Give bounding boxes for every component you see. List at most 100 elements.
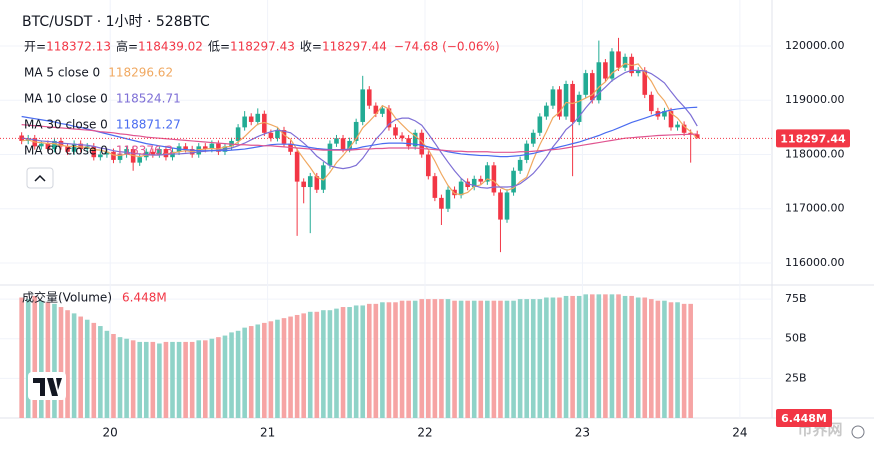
volume-bar <box>210 339 215 418</box>
volume-bar <box>564 296 569 418</box>
volume-bar <box>315 312 320 418</box>
tv-logo <box>28 372 66 400</box>
candle-body <box>393 127 398 135</box>
candle-body <box>603 62 608 78</box>
volume-bar <box>26 299 31 418</box>
volume-bar <box>616 294 621 418</box>
volume-bar <box>524 299 529 418</box>
candle-body <box>406 138 411 146</box>
ohlc-value: 118297.44 <box>322 40 387 54</box>
volume-bar <box>478 301 483 418</box>
collapse-button[interactable] <box>27 168 53 188</box>
candle-body <box>426 154 431 176</box>
volume-bar <box>439 299 444 418</box>
candle-body <box>367 89 372 105</box>
volume-bar <box>118 337 123 418</box>
volume-badge-label: 6.448M <box>781 412 827 425</box>
volume-bar <box>321 310 326 418</box>
candle-body <box>308 176 313 187</box>
volume-bar <box>446 299 451 418</box>
volume-bar <box>603 294 608 418</box>
volume-bar <box>347 307 352 418</box>
candle-body <box>439 198 444 209</box>
volume-title: 成交量(Volume) <box>22 290 112 305</box>
volume-bar <box>328 310 333 418</box>
ohlc-label: 开= <box>24 40 46 54</box>
volume-bar <box>597 294 602 418</box>
candle-body <box>433 176 438 198</box>
volume-bar <box>91 323 96 418</box>
volume-bar <box>157 343 162 418</box>
volume-bar <box>98 326 103 418</box>
volume-bar <box>65 310 70 418</box>
volume-bar <box>629 296 634 418</box>
volume-legend-value: 6.448M <box>122 291 167 305</box>
volume-bar <box>39 301 44 418</box>
volume-bar <box>419 299 424 418</box>
volume-bar <box>131 340 136 418</box>
candle-body <box>623 57 628 68</box>
volume-bar <box>203 340 208 418</box>
candle-body <box>183 146 188 149</box>
ohlc-value: 118372.13 <box>46 40 111 54</box>
candle-body <box>360 89 365 122</box>
volume-bar <box>413 301 418 418</box>
volume-bar <box>577 296 582 418</box>
volume-bar <box>511 301 516 418</box>
volume-bar <box>472 301 477 418</box>
volume-bar <box>610 294 615 418</box>
volume-bar <box>669 302 674 418</box>
ohlc-label: 低= <box>208 40 230 54</box>
volume-bar <box>46 302 51 418</box>
candle-body <box>249 117 254 122</box>
candle-body <box>538 117 543 133</box>
candle-body <box>583 73 588 95</box>
volume-bar <box>433 299 438 418</box>
volume-bar <box>374 304 379 418</box>
volume-bar <box>72 313 77 418</box>
volume-bar <box>387 302 392 418</box>
candle-body <box>334 138 339 143</box>
volume-bar <box>255 324 260 418</box>
volume-bar <box>236 331 241 418</box>
candle-body <box>269 133 274 138</box>
volume-bar <box>623 296 628 418</box>
volume-bar <box>275 320 280 418</box>
volume-bar <box>675 302 680 418</box>
volume-bar <box>137 342 142 418</box>
volume-bar <box>465 301 470 418</box>
y-tick-label: 119000.00 <box>785 93 845 106</box>
volume-bar <box>177 342 182 418</box>
candle-body <box>295 152 300 182</box>
volume-bar <box>380 302 385 418</box>
candle-body <box>255 114 260 122</box>
legend-name: MA 5 close 0 <box>24 66 100 80</box>
volume-bar <box>656 301 661 418</box>
logo-bg <box>28 372 66 400</box>
legend-value: 118376.3 <box>116 144 173 158</box>
volume-tick-label: 25B <box>785 371 807 384</box>
volume-bar <box>485 301 490 418</box>
volume-bar <box>557 298 562 418</box>
legend-name: MA 30 close 0 <box>24 118 108 132</box>
volume-tick-label: 75B <box>785 292 807 305</box>
legend-value: 118871.27 <box>116 118 181 132</box>
volume-bar <box>144 342 149 418</box>
y-tick-label: 116000.00 <box>785 256 845 269</box>
volume-bar <box>354 305 359 418</box>
y-tick-label: 120000.00 <box>785 39 845 52</box>
volume-bar <box>78 317 83 418</box>
volume-bar <box>269 321 274 418</box>
legend-name: MA 60 close 0 <box>24 144 108 158</box>
volume-tick-label: 50B <box>785 332 807 345</box>
volume-bar <box>636 298 641 418</box>
volume-bar <box>282 318 287 418</box>
price-change: −74.68 (−0.06%) <box>394 40 500 54</box>
volume-bar <box>505 301 510 418</box>
volume-bar <box>308 312 313 418</box>
volume-bar <box>538 299 543 418</box>
x-tick-label: 20 <box>103 426 118 440</box>
volume-bar <box>649 299 654 418</box>
volume-bar <box>52 304 57 418</box>
candle-body <box>275 130 280 138</box>
